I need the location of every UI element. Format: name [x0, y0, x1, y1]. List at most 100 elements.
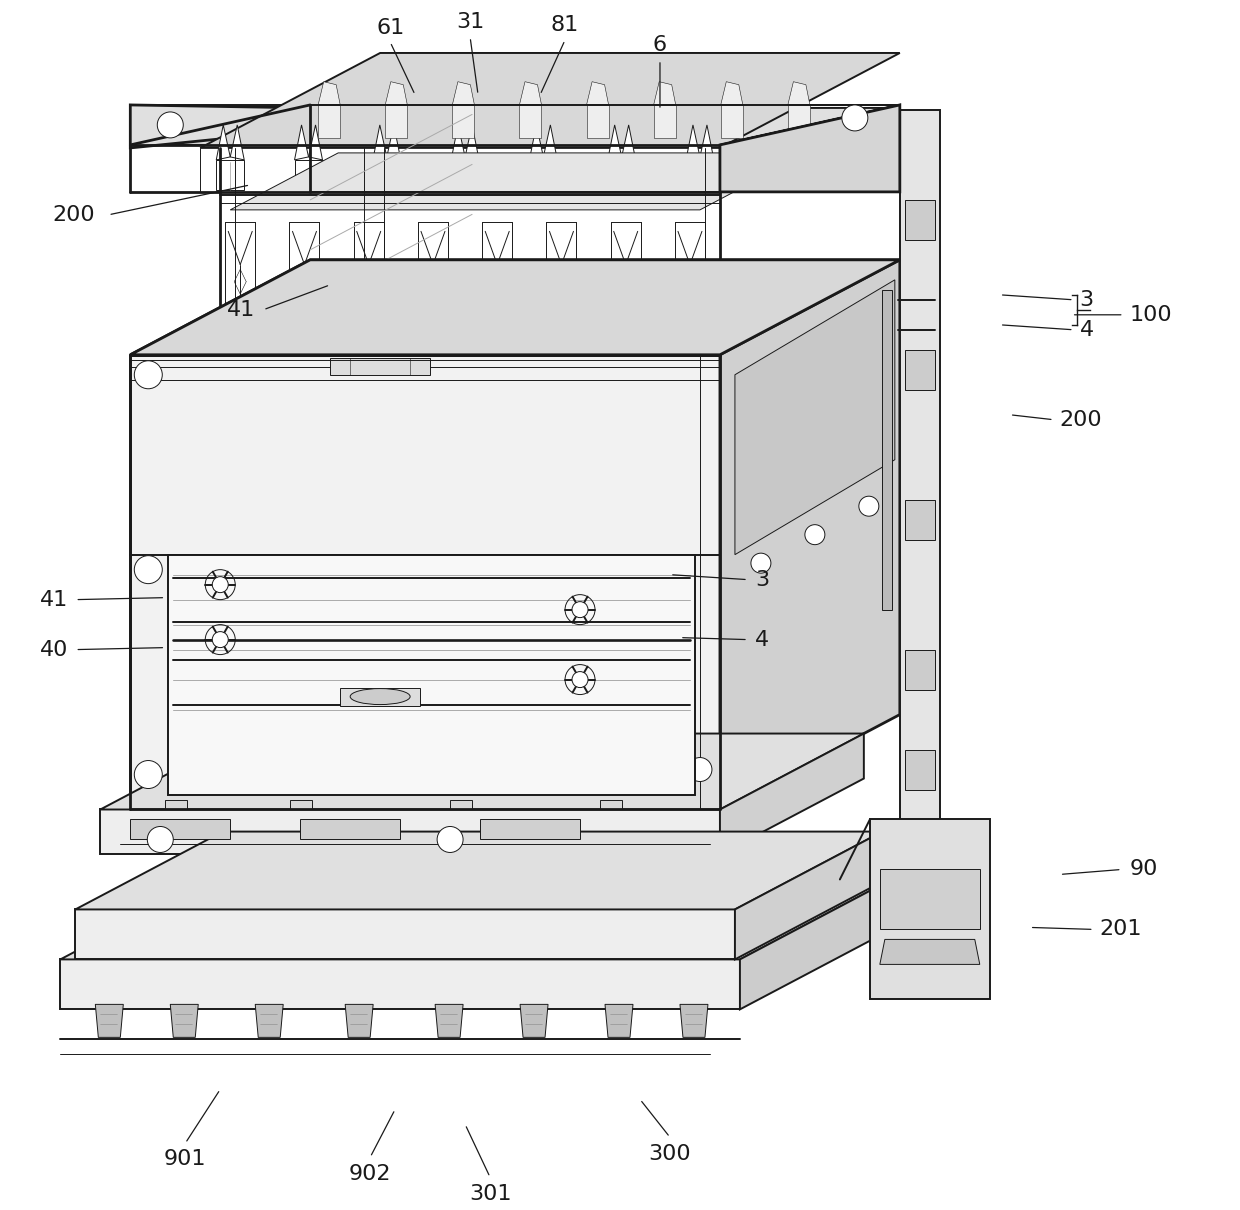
Polygon shape	[340, 687, 420, 705]
Text: 6: 6	[653, 35, 667, 54]
Polygon shape	[587, 105, 609, 138]
Polygon shape	[386, 82, 407, 105]
Text: 61: 61	[376, 18, 404, 38]
Circle shape	[572, 672, 588, 687]
Circle shape	[134, 761, 162, 789]
Polygon shape	[201, 53, 900, 148]
Polygon shape	[451, 125, 465, 160]
Circle shape	[688, 757, 712, 782]
Polygon shape	[653, 82, 676, 105]
Circle shape	[157, 113, 184, 138]
Polygon shape	[605, 1004, 632, 1037]
Polygon shape	[130, 260, 900, 355]
Polygon shape	[435, 1004, 463, 1037]
Polygon shape	[216, 160, 244, 190]
Polygon shape	[905, 500, 935, 540]
Polygon shape	[130, 105, 310, 148]
Polygon shape	[880, 870, 980, 929]
Polygon shape	[529, 125, 543, 160]
Circle shape	[212, 632, 228, 647]
Polygon shape	[621, 125, 636, 160]
Text: 300: 300	[649, 1145, 691, 1164]
Text: 200: 200	[1060, 410, 1102, 430]
Polygon shape	[319, 82, 340, 105]
Polygon shape	[740, 880, 892, 1009]
Polygon shape	[319, 105, 340, 138]
Circle shape	[859, 496, 879, 517]
Polygon shape	[905, 749, 935, 789]
Circle shape	[842, 105, 868, 131]
Text: 90: 90	[1130, 859, 1158, 880]
Circle shape	[134, 361, 162, 388]
Polygon shape	[231, 152, 808, 209]
Polygon shape	[290, 800, 312, 809]
Text: 901: 901	[164, 1150, 207, 1169]
Polygon shape	[520, 105, 542, 138]
Polygon shape	[787, 82, 810, 105]
Polygon shape	[882, 290, 892, 610]
Polygon shape	[165, 800, 187, 809]
Polygon shape	[130, 355, 720, 809]
Polygon shape	[653, 105, 676, 138]
Polygon shape	[61, 960, 740, 1009]
Polygon shape	[905, 350, 935, 390]
Polygon shape	[95, 1004, 123, 1037]
Polygon shape	[905, 200, 935, 240]
Polygon shape	[686, 125, 699, 160]
Polygon shape	[76, 910, 735, 960]
Polygon shape	[465, 125, 479, 160]
Polygon shape	[735, 831, 883, 960]
Polygon shape	[720, 733, 864, 854]
Polygon shape	[699, 125, 714, 160]
Polygon shape	[529, 160, 557, 190]
Polygon shape	[451, 160, 479, 190]
Polygon shape	[387, 125, 401, 160]
Text: 200: 200	[53, 204, 95, 225]
Text: 41: 41	[227, 300, 255, 319]
Text: 301: 301	[469, 1185, 511, 1204]
Polygon shape	[386, 105, 407, 138]
Polygon shape	[900, 110, 940, 840]
Text: 31: 31	[456, 12, 484, 31]
Text: 3: 3	[755, 570, 769, 589]
Polygon shape	[130, 105, 900, 145]
Polygon shape	[608, 160, 636, 190]
Polygon shape	[169, 554, 694, 795]
Circle shape	[438, 826, 463, 853]
Polygon shape	[295, 160, 322, 190]
Polygon shape	[680, 1004, 708, 1037]
Text: 902: 902	[348, 1164, 392, 1185]
Polygon shape	[905, 650, 935, 690]
Polygon shape	[608, 125, 621, 160]
Polygon shape	[231, 125, 244, 160]
Polygon shape	[787, 105, 810, 138]
Polygon shape	[869, 819, 990, 999]
Polygon shape	[76, 831, 883, 910]
Polygon shape	[520, 82, 542, 105]
Circle shape	[148, 826, 174, 853]
Polygon shape	[453, 82, 475, 105]
Polygon shape	[600, 800, 622, 809]
Text: 4: 4	[755, 629, 769, 650]
Polygon shape	[300, 819, 401, 840]
Circle shape	[751, 553, 771, 574]
Polygon shape	[170, 1004, 198, 1037]
Polygon shape	[295, 125, 309, 160]
Polygon shape	[543, 125, 557, 160]
Circle shape	[572, 601, 588, 617]
Circle shape	[805, 525, 825, 544]
Text: 41: 41	[40, 589, 68, 610]
Polygon shape	[309, 125, 322, 160]
Polygon shape	[720, 105, 900, 165]
Polygon shape	[735, 280, 895, 554]
Polygon shape	[216, 125, 231, 160]
Polygon shape	[720, 105, 900, 192]
Polygon shape	[373, 125, 387, 160]
Polygon shape	[130, 819, 231, 840]
Polygon shape	[330, 358, 430, 375]
Polygon shape	[686, 160, 714, 190]
Polygon shape	[587, 82, 609, 105]
Polygon shape	[520, 1004, 548, 1037]
Circle shape	[134, 555, 162, 583]
Polygon shape	[345, 1004, 373, 1037]
